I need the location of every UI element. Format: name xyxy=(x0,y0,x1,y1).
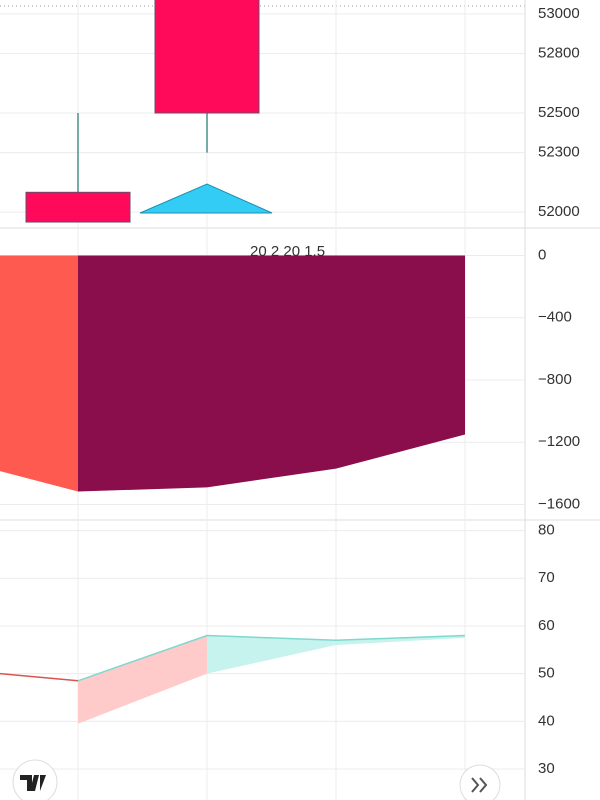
candle-body xyxy=(25,191,131,223)
y-tick-label: 60 xyxy=(538,617,555,634)
band-fill xyxy=(336,635,465,646)
logo xyxy=(12,759,58,800)
line-series xyxy=(77,634,466,682)
area-segment xyxy=(0,255,78,492)
y-tick-label: −400 xyxy=(538,309,572,326)
y-tick-label: 52800 xyxy=(538,44,580,61)
line-series xyxy=(0,672,79,682)
y-tick-label: 52300 xyxy=(538,144,580,161)
signal-marker xyxy=(139,183,273,214)
area-segment xyxy=(207,255,336,488)
y-tick-label: −1600 xyxy=(538,495,580,512)
plot-area xyxy=(0,0,525,800)
y-tick-label: −1200 xyxy=(538,433,580,450)
y-tick-label: 50 xyxy=(538,665,555,682)
y-tick-label: 52500 xyxy=(538,104,580,121)
y-tick-label: −800 xyxy=(538,371,572,388)
y-tick-label: 52000 xyxy=(538,203,580,220)
y-tick-label: 30 xyxy=(538,760,555,777)
y-tick-label: 53000 xyxy=(538,5,580,22)
y-tick-label: 80 xyxy=(538,522,555,539)
scroll-button[interactable] xyxy=(459,764,501,800)
area-segment xyxy=(78,255,207,492)
annotation: 20 2 20 1.5 xyxy=(250,243,325,260)
band-fill xyxy=(207,635,336,674)
candle-body xyxy=(154,0,260,114)
y-tick-label: 0 xyxy=(538,247,546,264)
y-tick-label: 40 xyxy=(538,712,555,729)
area-segment xyxy=(336,255,465,469)
band-fill xyxy=(78,635,207,724)
y-tick-label: 70 xyxy=(538,569,555,586)
